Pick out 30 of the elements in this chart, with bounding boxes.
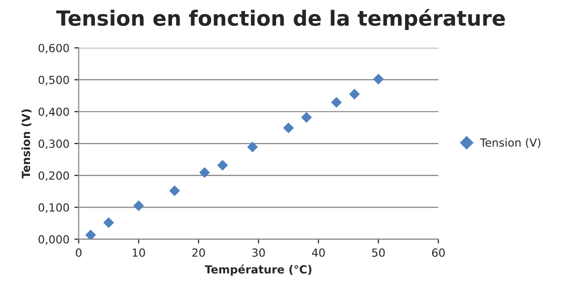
y-tick-label: 0,400 [38,108,69,118]
y-axis-title: Tension (V) [22,109,32,179]
x-tick-label: 50 [372,248,385,257]
x-tick-label: 10 [132,248,145,257]
point [331,97,342,108]
x-tick-label: 0 [76,248,82,257]
x-tick-label: 20 [192,248,205,257]
y-tick-label: 0,100 [38,203,69,213]
point [373,74,384,84]
x-axis-title: Température (°C) [204,264,312,276]
point [199,167,210,178]
y-tick-label: 0,200 [38,171,69,181]
legend-label: Tension (V) [480,138,540,148]
point [133,200,144,212]
point [349,88,360,100]
y-tick-label: 0,000 [38,235,69,245]
chart-title: Tension en fonction de la température [56,8,505,30]
y-tick-label: 0,500 [38,76,69,86]
x-tick-label: 60 [432,248,445,257]
point [217,160,228,171]
y-tick-label: 0,300 [38,139,69,150]
y-tick-label: 0,600 [38,44,69,54]
x-tick-label: 30 [252,248,265,257]
point [103,217,114,228]
point [85,230,96,240]
point [283,122,294,134]
x-tick-label: 40 [312,248,325,257]
point [301,112,312,123]
point [247,142,258,152]
point [169,185,180,196]
